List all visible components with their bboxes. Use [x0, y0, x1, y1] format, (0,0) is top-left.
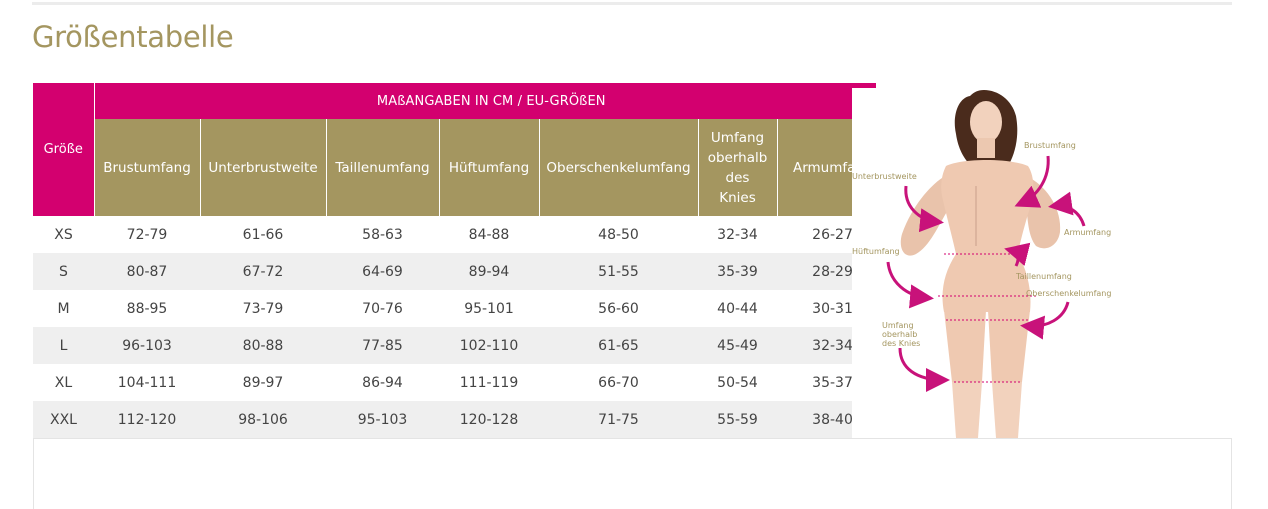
measurement-cell: 50-54 [698, 364, 777, 401]
measurement-cell: 95-101 [439, 290, 539, 327]
measurement-cell: 80-87 [94, 253, 200, 290]
measurement-cell: 45-49 [698, 327, 777, 364]
table-row: XL 104-111 89-97 86-94 111-119 66-70 50-54 35-3… [33, 364, 852, 401]
measurement-cell: 102-110 [439, 327, 539, 364]
size-table-container: Größe MAßANGABEN IN CM / EU-GRÖßEN Brust… [33, 83, 852, 438]
measurement-cell: 48-50 [539, 216, 698, 253]
measurement-cell: 84-88 [439, 216, 539, 253]
measurement-cell: 26-27 [777, 216, 852, 253]
measurement-cell: 35-37 [777, 364, 852, 401]
table-row: L 96-103 80-88 77-85 102-110 61-65 45-49 32-34 [33, 327, 852, 364]
measurement-cell: 56-60 [539, 290, 698, 327]
measurement-cell: 86-94 [326, 364, 439, 401]
measurement-cell: 77-85 [326, 327, 439, 364]
label-oberschenkelumfang: Oberschenkelumfang [1026, 289, 1111, 298]
page-title: Größentabelle [32, 20, 234, 54]
measurement-cell: 112-120 [94, 401, 200, 438]
measurement-cell: 104-111 [94, 364, 200, 401]
measurement-cell: 73-79 [200, 290, 326, 327]
measurement-cell: 80-88 [200, 327, 326, 364]
size-cell: XXL [33, 401, 94, 438]
measurement-cell: 51-55 [539, 253, 698, 290]
column-header-row: Brustumfang Unterbrustweite Taillenumfang H… [33, 119, 852, 216]
size-cell: M [33, 290, 94, 327]
measurement-cell: 89-97 [200, 364, 326, 401]
label-knie-3: des Knies [882, 339, 920, 348]
measurement-cell: 120-128 [439, 401, 539, 438]
measurement-cell: 67-72 [200, 253, 326, 290]
column-header: Oberschenkelumfang [538, 119, 698, 216]
size-column-header: Größe [33, 83, 95, 216]
measurement-cell: 71-75 [539, 401, 698, 438]
measurement-cell: 32-34 [698, 216, 777, 253]
measurement-cell: 111-119 [439, 364, 539, 401]
measurement-cell: 72-79 [94, 216, 200, 253]
table-row: S 80-87 67-72 64-69 89-94 51-55 35-39 28-29 [33, 253, 852, 290]
column-header: Umfang oberhalb des Knies [697, 119, 777, 216]
measurement-cell: 32-34 [777, 327, 852, 364]
column-header: Brustumfang [93, 119, 200, 216]
measurement-cell: 38-40 [777, 401, 852, 438]
size-cell: XL [33, 364, 94, 401]
column-header: Hüftumfang [438, 119, 539, 216]
measurement-cell: 98-106 [200, 401, 326, 438]
size-cell: XS [33, 216, 94, 253]
column-header: Armumfang [776, 119, 852, 216]
measurements-group-header: MAßANGABEN IN CM / EU-GRÖßEN [94, 83, 852, 119]
content-box [33, 438, 1232, 509]
size-cell: S [33, 253, 94, 290]
measurement-cell: 40-44 [698, 290, 777, 327]
label-taillenumfang: Taillenumfang [1015, 272, 1072, 281]
measurement-cell: 66-70 [539, 364, 698, 401]
measurement-cell: 28-29 [777, 253, 852, 290]
measurement-cell: 35-39 [698, 253, 777, 290]
table-row: M 88-95 73-79 70-76 95-101 56-60 40-44 30-31 [33, 290, 852, 327]
label-unterbrustweite: Unterbrustweite [852, 172, 917, 181]
top-divider [32, 2, 1232, 5]
measurement-cell: 96-103 [94, 327, 200, 364]
measurement-cell: 58-63 [326, 216, 439, 253]
body-illustration: Brustumfang Unterbrustweite Armumfang Hü… [852, 90, 1111, 438]
label-brustumfang: Brustumfang [1024, 141, 1076, 150]
measurement-cell: 70-76 [326, 290, 439, 327]
measurement-cell: 30-31 [777, 290, 852, 327]
size-table: Größe MAßANGABEN IN CM / EU-GRÖßEN Brust… [33, 83, 852, 438]
label-knie-1: Umfang [882, 321, 914, 330]
label-knie-2: oberhalb [882, 330, 917, 339]
body-measurement-figure: Brustumfang Unterbrustweite Armumfang Hü… [852, 86, 1128, 438]
size-table-body: XS 72-79 61-66 58-63 84-88 48-50 32-34 26-27 S 80… [33, 216, 852, 438]
label-armumfang: Armumfang [1064, 228, 1111, 237]
measurement-cell: 88-95 [94, 290, 200, 327]
measurement-cell: 89-94 [439, 253, 539, 290]
measurement-cell: 64-69 [326, 253, 439, 290]
size-cell: L [33, 327, 94, 364]
column-header: Taillenumfang [325, 119, 439, 216]
label-hueftumfang: Hüftumfang [852, 247, 900, 256]
column-header: Unterbrustweite [199, 119, 326, 216]
header-strip [852, 83, 876, 88]
measurement-cell: 61-65 [539, 327, 698, 364]
measurement-cell: 55-59 [698, 401, 777, 438]
measurement-cell: 95-103 [326, 401, 439, 438]
table-row: XXL 112-120 98-106 95-103 120-128 71-75 55-59 3… [33, 401, 852, 438]
table-row: XS 72-79 61-66 58-63 84-88 48-50 32-34 26-27 [33, 216, 852, 253]
measurement-cell: 61-66 [200, 216, 326, 253]
